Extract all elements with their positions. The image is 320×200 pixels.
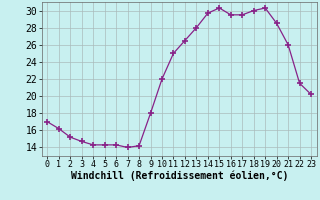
X-axis label: Windchill (Refroidissement éolien,°C): Windchill (Refroidissement éolien,°C) — [70, 171, 288, 181]
